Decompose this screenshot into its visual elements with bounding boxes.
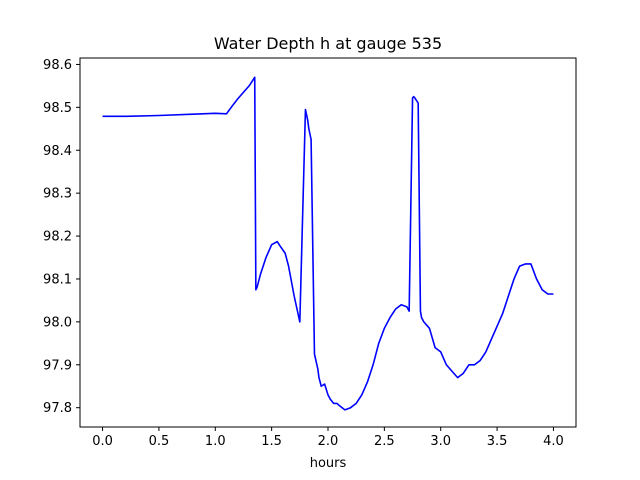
plot-area: 0.0 0.5 1.0 1.5 2.0 2.5 3.0 3.5 4.0 97.8 97.9 98.0 9…	[43, 57, 577, 449]
x-tick-label: 3.5	[487, 434, 508, 449]
x-tick-label: 0.0	[92, 434, 113, 449]
y-tick-label: 97.9	[43, 358, 72, 373]
x-tick-label: 0.5	[149, 434, 170, 449]
series-line-0	[102, 76, 554, 411]
y-tick-label: 98.6	[43, 58, 72, 73]
y-tick-label: 98.0	[43, 315, 72, 330]
y-tick-label: 98.1	[43, 272, 72, 287]
x-tick-label: 2.5	[374, 434, 395, 449]
y-tick-label: 98.2	[43, 230, 72, 245]
x-tick-label: 1.0	[205, 434, 226, 449]
y-tick-label: 98.3	[43, 187, 72, 202]
x-axis-label: hours	[310, 456, 347, 471]
x-tick-label: 4.0	[543, 434, 564, 449]
x-tick-label: 2.0	[318, 434, 339, 449]
y-tick-label: 98.4	[43, 144, 72, 159]
y-tick-label: 98.5	[43, 101, 72, 116]
x-tick-label: 3.0	[430, 434, 451, 449]
chart-title: Water Depth h at gauge 535	[214, 34, 442, 53]
y-tick-label: 97.8	[43, 401, 72, 416]
x-tick-label: 1.5	[261, 434, 282, 449]
